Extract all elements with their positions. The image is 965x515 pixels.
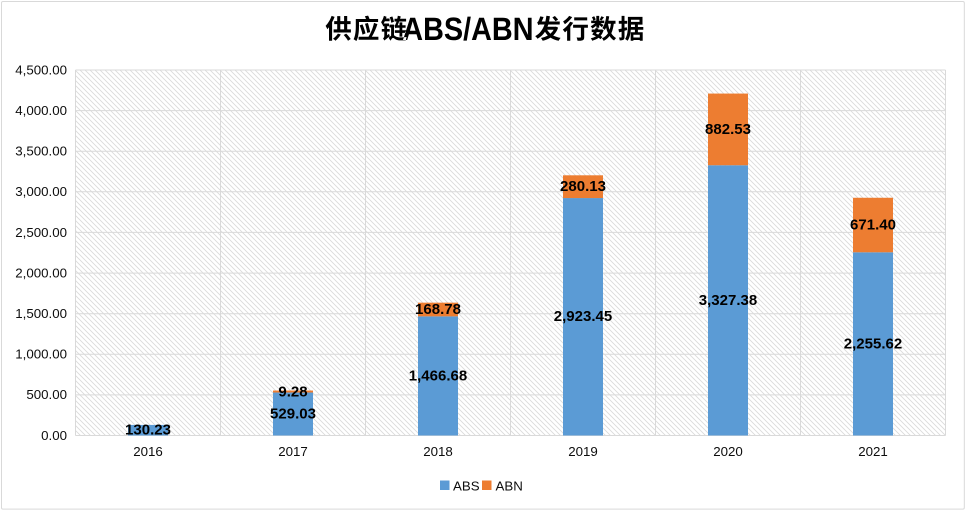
svg-text:2019: 2019 [568,444,598,459]
svg-text:4,000.00: 4,000.00 [15,103,67,118]
svg-text:529.03: 529.03 [270,405,316,422]
svg-text:4,500.00: 4,500.00 [15,62,67,77]
svg-text:3,327.38: 3,327.38 [699,292,757,309]
svg-text:ABS: ABS [453,478,480,493]
svg-text:168.78: 168.78 [415,301,461,318]
svg-text:280.13: 280.13 [560,178,606,195]
svg-text:2,255.62: 2,255.62 [844,335,902,352]
svg-text:2018: 2018 [423,444,453,459]
svg-text:130.23: 130.23 [125,422,171,439]
svg-text:0.00: 0.00 [41,428,67,443]
svg-text:3,500.00: 3,500.00 [15,144,67,159]
svg-text:3,000.00: 3,000.00 [15,184,67,199]
svg-text:ABN: ABN [496,478,523,493]
svg-text:2,000.00: 2,000.00 [15,265,67,280]
svg-text:671.40: 671.40 [850,216,896,233]
svg-text:1,000.00: 1,000.00 [15,347,67,362]
svg-text:2020: 2020 [713,444,743,459]
svg-text:2021: 2021 [858,444,888,459]
svg-text:1,466.68: 1,466.68 [409,367,467,384]
svg-text:2,923.45: 2,923.45 [554,308,612,325]
svg-text:2016: 2016 [133,444,163,459]
svg-text:2017: 2017 [278,444,308,459]
svg-text:500.00: 500.00 [26,387,67,402]
svg-text:2,500.00: 2,500.00 [15,225,67,240]
svg-text:882.53: 882.53 [705,121,751,138]
svg-text:9.28: 9.28 [278,384,307,401]
svg-text:1,500.00: 1,500.00 [15,306,67,321]
